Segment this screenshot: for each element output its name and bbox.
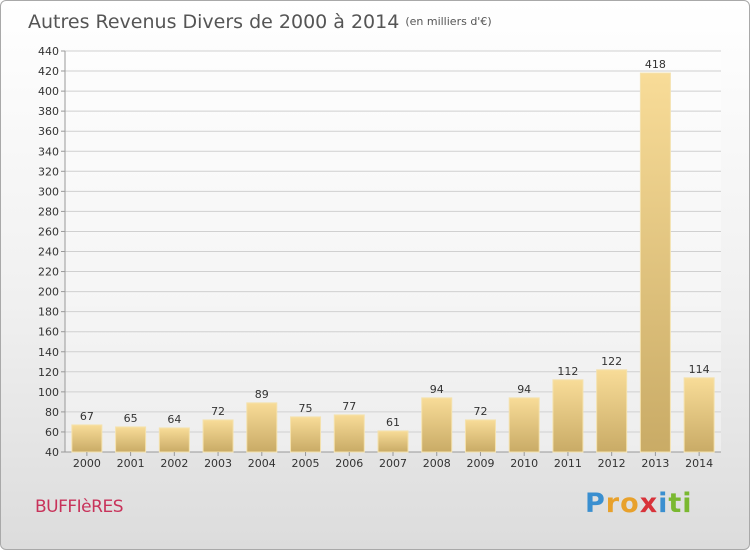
bar-value-label: 114 <box>689 363 710 376</box>
bar-value-label: 112 <box>557 365 578 378</box>
bar <box>508 397 540 453</box>
bar <box>552 379 584 453</box>
y-tick-label: 220 <box>38 266 59 279</box>
logo-letter: P <box>585 488 606 519</box>
y-tick-label: 100 <box>38 386 59 399</box>
y-tick-label: 380 <box>38 105 59 118</box>
y-tick-label: 340 <box>38 145 59 158</box>
logo-letter: t <box>668 488 683 519</box>
chart-title: Autres Revenus Divers de 2000 à 2014 (en … <box>28 11 492 33</box>
y-tick-label: 300 <box>38 185 59 198</box>
x-tick-label: 2013 <box>641 457 669 470</box>
logo-letter: i <box>658 488 669 519</box>
bar-value-label: 77 <box>342 400 356 413</box>
bar-value-label: 72 <box>473 405 487 418</box>
y-tick-label: 280 <box>38 205 59 218</box>
x-tick-label: 2007 <box>379 457 407 470</box>
x-tick-label: 2004 <box>248 457 276 470</box>
y-tick-label: 260 <box>38 225 59 238</box>
bar <box>115 426 147 453</box>
y-tick-label: 80 <box>45 406 59 419</box>
x-tick-label: 2009 <box>466 457 494 470</box>
x-tick-label: 2000 <box>73 457 101 470</box>
bar <box>639 72 671 453</box>
bar <box>290 416 322 453</box>
bar-value-label: 418 <box>645 58 666 71</box>
y-tick-label: 180 <box>38 306 59 319</box>
bar-value-label: 89 <box>255 388 269 401</box>
x-tick-label: 2012 <box>598 457 626 470</box>
bar <box>158 427 190 453</box>
bar-value-label: 122 <box>601 355 622 368</box>
bar <box>246 402 278 453</box>
y-tick-label: 440 <box>38 45 59 58</box>
y-tick-label: 40 <box>45 446 59 459</box>
logo-letter: x <box>639 488 659 519</box>
x-tick-label: 2008 <box>423 457 451 470</box>
logo-letter: r <box>605 488 621 519</box>
x-tick-label: 2002 <box>160 457 188 470</box>
proxiti-logo: Proxiti <box>585 488 693 519</box>
x-tick-label: 2005 <box>292 457 320 470</box>
bar <box>683 377 715 453</box>
bar-value-label: 94 <box>430 383 444 396</box>
bar-value-label: 67 <box>80 410 94 423</box>
bar <box>421 397 453 453</box>
x-tick-label: 2014 <box>685 457 713 470</box>
commune-name: BUFFIèRES <box>35 497 123 517</box>
logo-letter: i <box>682 488 693 519</box>
logo-letter: o <box>620 488 640 519</box>
x-tick-label: 2001 <box>117 457 145 470</box>
bar <box>377 430 409 453</box>
bar <box>202 419 234 453</box>
y-tick-label: 200 <box>38 286 59 299</box>
y-tick-label: 420 <box>38 65 59 78</box>
y-tick-label: 400 <box>38 85 59 98</box>
y-tick-label: 320 <box>38 165 59 178</box>
bar <box>596 369 628 453</box>
x-tick-label: 2011 <box>554 457 582 470</box>
bar-value-label: 64 <box>167 413 181 426</box>
chart-title-text: Autres Revenus Divers de 2000 à 2014 <box>28 11 400 33</box>
chart-unit-label: (en milliers d'€) <box>405 15 492 28</box>
bar <box>71 424 103 453</box>
y-tick-label: 120 <box>38 366 59 379</box>
x-tick-label: 2003 <box>204 457 232 470</box>
bar-value-label: 72 <box>211 405 225 418</box>
bar <box>464 419 496 453</box>
y-tick-label: 140 <box>38 346 59 359</box>
y-tick-label: 60 <box>45 426 59 439</box>
bar-value-label: 65 <box>124 412 138 425</box>
y-tick-label: 240 <box>38 246 59 259</box>
y-tick-label: 160 <box>38 326 59 339</box>
x-tick-label: 2010 <box>510 457 538 470</box>
y-tick-label: 360 <box>38 125 59 138</box>
bar <box>333 414 365 453</box>
bar-value-label: 75 <box>299 402 313 415</box>
bar-value-label: 61 <box>386 416 400 429</box>
bar-value-label: 94 <box>517 383 531 396</box>
x-tick-label: 2006 <box>335 457 363 470</box>
